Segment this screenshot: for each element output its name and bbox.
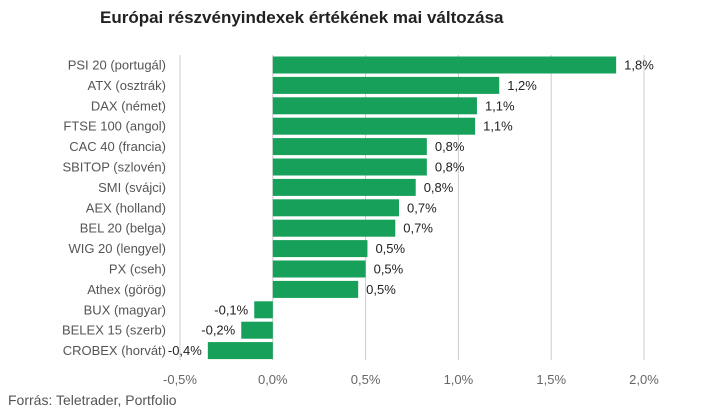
bar <box>272 199 400 217</box>
value-label: 1,2% <box>507 78 537 93</box>
category-label: SBITOP (szlovén) <box>62 160 166 175</box>
bar <box>272 240 368 258</box>
value-label: 0,7% <box>407 200 437 215</box>
category-label: ATX (osztrák) <box>88 78 167 93</box>
bar <box>272 178 416 196</box>
value-label: 0,7% <box>403 221 433 236</box>
category-label: AEX (holland) <box>86 200 166 215</box>
bar <box>272 260 366 278</box>
x-tick-label: 0,5% <box>351 372 381 387</box>
category-label: SMI (svájci) <box>98 180 166 195</box>
value-label: 0,5% <box>375 241 405 256</box>
category-label: CAC 40 (francia) <box>69 139 166 154</box>
bar <box>272 76 500 94</box>
bar <box>254 301 273 319</box>
source-note: Forrás: Teletrader, Portfolio <box>8 392 177 408</box>
value-label: 0,8% <box>435 139 465 154</box>
value-label: -0,2% <box>201 323 235 338</box>
category-label: BUX (magyar) <box>84 302 166 317</box>
bar <box>272 117 476 135</box>
x-tick-label: 1,5% <box>536 372 566 387</box>
category-label: DAX (német) <box>91 98 166 113</box>
value-label: 0,5% <box>374 262 404 277</box>
value-label: 1,1% <box>483 119 513 134</box>
category-label: BELEX 15 (szerb) <box>62 323 166 338</box>
value-label: -0,4% <box>168 343 202 358</box>
value-label: -0,1% <box>214 302 248 317</box>
category-label: Athex (görög) <box>87 282 166 297</box>
category-label: CROBEX (horvát) <box>63 343 166 358</box>
bar <box>272 280 359 298</box>
x-tick-label: 0,0% <box>258 372 288 387</box>
bar <box>241 321 273 339</box>
value-label: 1,8% <box>624 58 654 73</box>
bar <box>272 97 477 115</box>
bar <box>272 138 427 156</box>
x-tick-label: 2,0% <box>629 372 659 387</box>
bar <box>272 158 427 176</box>
x-tick-label: -0,5% <box>163 372 197 387</box>
bar <box>272 56 617 74</box>
value-label: 0,8% <box>435 160 465 175</box>
category-label: FTSE 100 (angol) <box>63 119 166 134</box>
category-label: WIG 20 (lengyel) <box>68 241 166 256</box>
value-label: 0,5% <box>366 282 396 297</box>
chart-title: Európai részvényindexek értékének mai vá… <box>100 8 504 27</box>
category-label: PSI 20 (portugál) <box>68 58 166 73</box>
bar <box>207 342 273 360</box>
value-label: 0,8% <box>424 180 454 195</box>
category-label: PX (cseh) <box>109 262 166 277</box>
bar <box>272 219 396 237</box>
category-label: BEL 20 (belga) <box>80 221 166 236</box>
value-label: 1,1% <box>485 98 515 113</box>
x-tick-label: 1,0% <box>444 372 474 387</box>
